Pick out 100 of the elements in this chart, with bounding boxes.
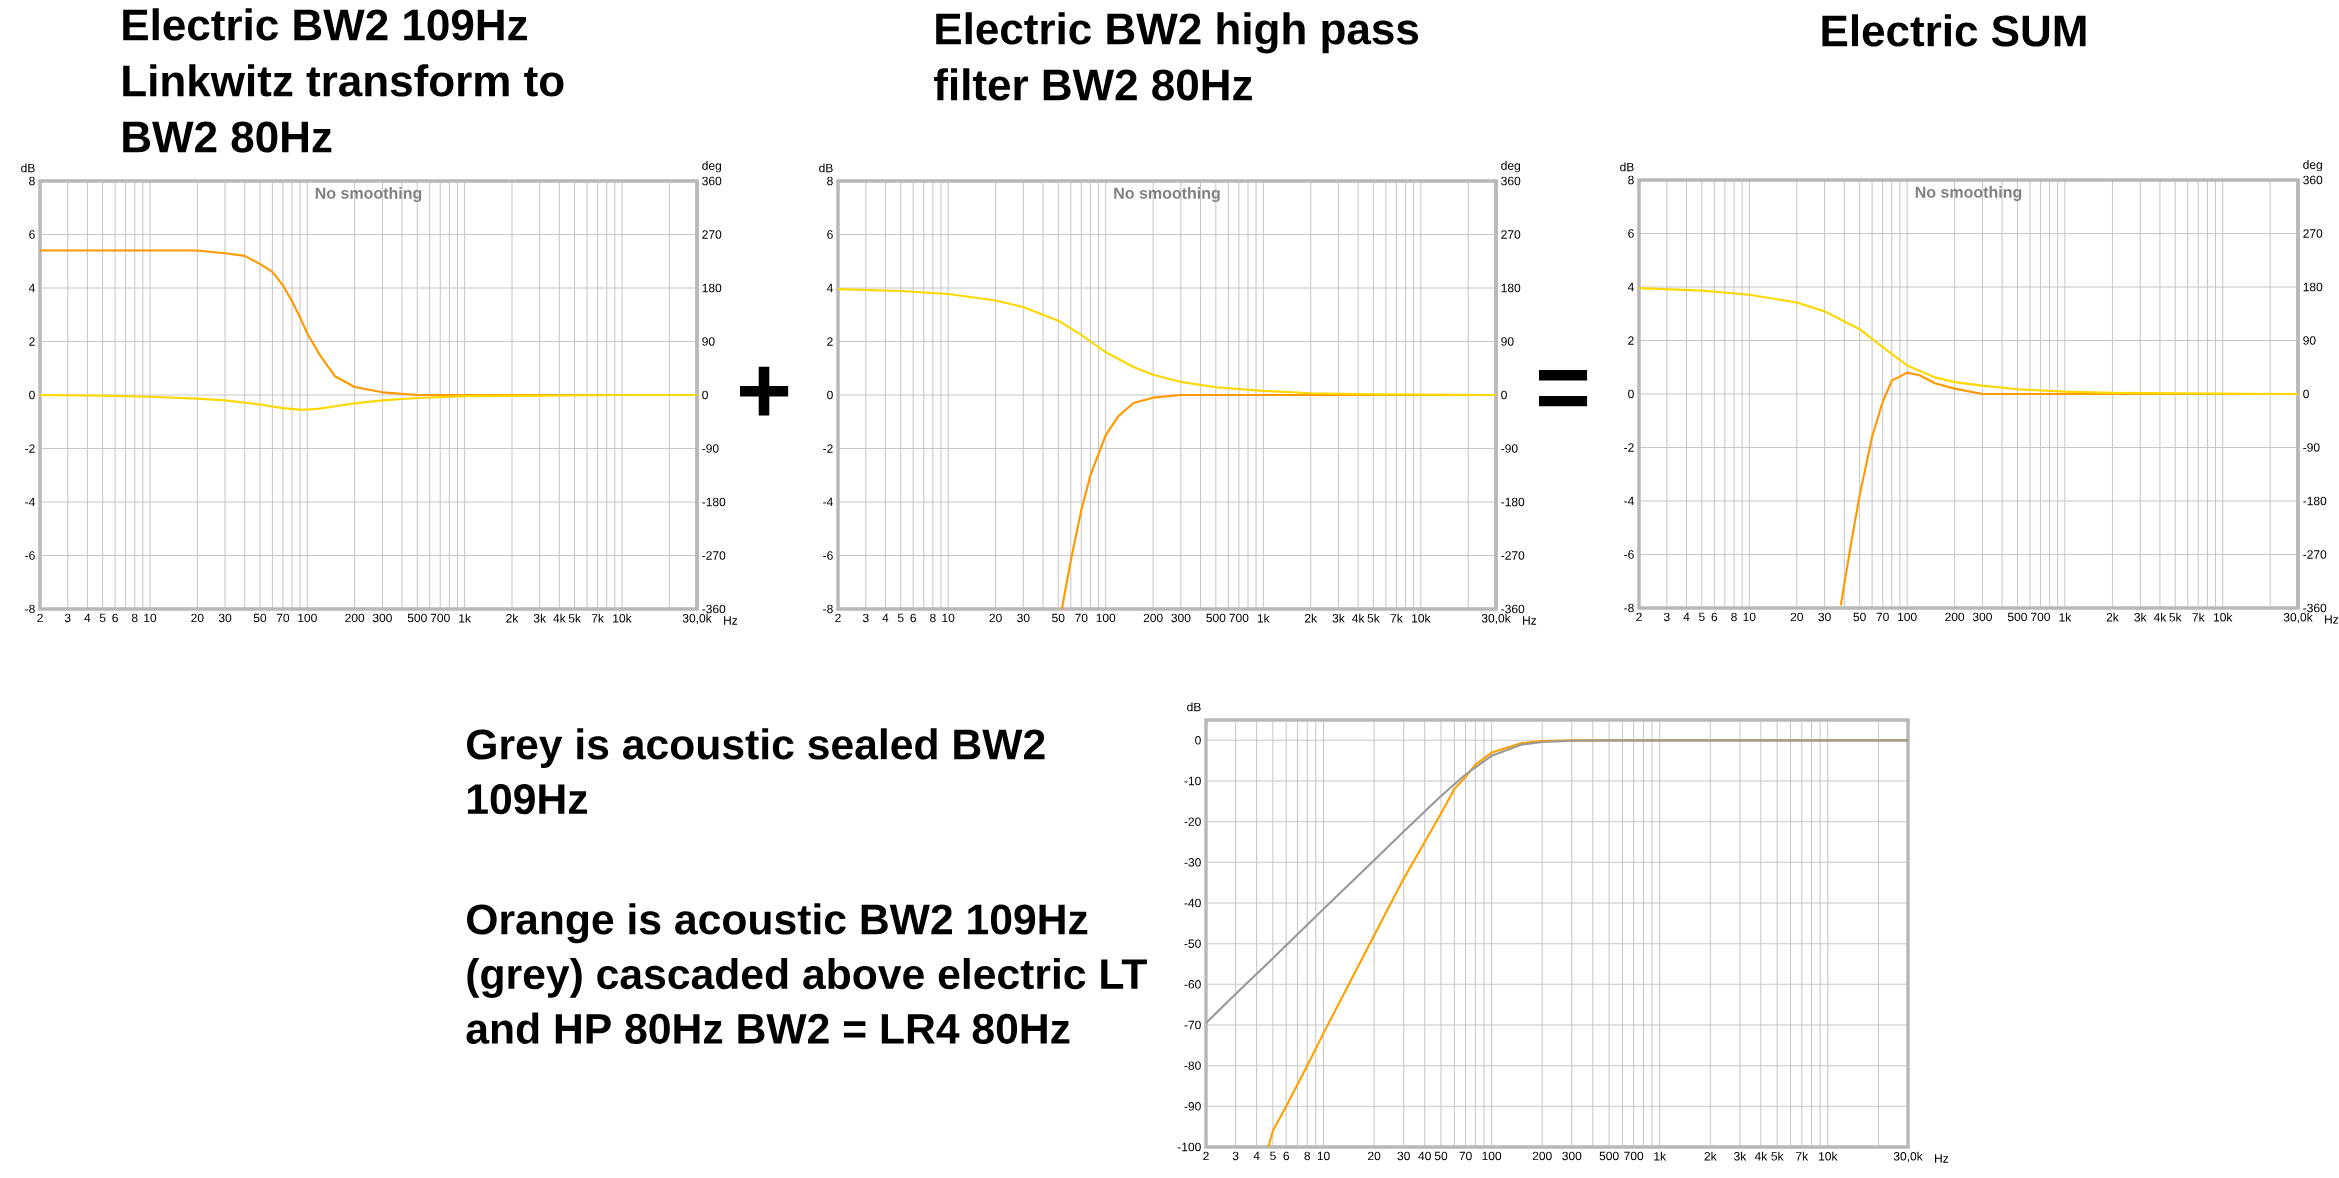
y-tick-label: 2 xyxy=(827,337,833,346)
y2-tick-label: 180 xyxy=(2303,282,2323,292)
y-tick-label: 6 xyxy=(29,230,35,239)
y2-tick-label: 360 xyxy=(2303,175,2323,185)
y2-tick-label: 0 xyxy=(2303,389,2309,399)
y-tick-label: -10 xyxy=(1184,776,1201,786)
y-tick-label: -20 xyxy=(1184,817,1201,826)
y-axis-title: dB xyxy=(1620,162,1634,172)
x-tick-label: 5k xyxy=(568,613,581,623)
x-tick-label: 700 xyxy=(2031,612,2051,622)
y2-tick-label: -360 xyxy=(702,604,726,614)
y-tick-label: -6 xyxy=(823,551,833,560)
y-tick-label: 4 xyxy=(826,283,833,293)
x-tick-label: 50 xyxy=(1853,612,1866,622)
x-tick-label: 7k xyxy=(1390,613,1403,623)
y-tick-label: -90 xyxy=(1184,1102,1201,1111)
x-tick-label: 50 xyxy=(1052,613,1065,623)
y-tick-label: 4 xyxy=(1627,282,1634,292)
y2-tick-label: 360 xyxy=(1501,176,1521,186)
x-tick-label: 3k xyxy=(1332,613,1345,623)
y2-tick-label: 180 xyxy=(702,283,722,293)
x-tick-label: 200 xyxy=(1143,613,1163,623)
x-tick-label: 5 xyxy=(99,613,106,623)
x-tick-label: 30 xyxy=(1017,613,1030,623)
x-tick-label: 4k xyxy=(553,613,566,623)
x-tick-label: 300 xyxy=(1972,612,1992,622)
text: Grey is acoustic sealed BW2 109Hz xyxy=(467,728,1045,815)
x-tick-label: 100 xyxy=(1898,612,1917,622)
y2-tick-label: -180 xyxy=(1501,497,1525,507)
x-tick-label: 70 xyxy=(1876,612,1889,622)
annotation: No smoothing xyxy=(1915,186,2022,202)
y-tick-label: 6 xyxy=(1628,229,1634,238)
annotation: No smoothing xyxy=(315,187,422,203)
y2-axis-title: deg xyxy=(702,161,721,173)
x-tick-label: 30,0k xyxy=(682,613,712,624)
x-tick-label: 2k xyxy=(1704,1151,1717,1161)
x-tick-label: 10k xyxy=(613,613,632,623)
x-tick-label: 40 xyxy=(1418,1151,1431,1161)
x-tick-label: 700 xyxy=(1624,1151,1644,1161)
x-tick-label: 6 xyxy=(1711,612,1718,622)
y-tick-label: 8 xyxy=(1628,175,1634,185)
x-tick-label: 500 xyxy=(1206,613,1226,623)
x-tick-label: 300 xyxy=(372,613,392,623)
x-tick-label: 20 xyxy=(989,613,1002,623)
x-tick-label: 8 xyxy=(1304,1151,1311,1161)
y2-tick-label: -360 xyxy=(1501,604,1525,614)
x-tick-label: 3 xyxy=(862,613,869,623)
y2-tick-label: 0 xyxy=(1501,390,1507,400)
x-tick-label: 8 xyxy=(131,613,138,623)
x-tick-label: 500 xyxy=(2007,612,2027,622)
y2-axis-title: deg xyxy=(2303,160,2322,172)
y2-tick-label: -270 xyxy=(2303,550,2327,559)
y2-tick-label: -270 xyxy=(1501,551,1525,560)
x-axis-title: Hz xyxy=(2325,615,2339,624)
y-tick-label: -8 xyxy=(823,604,833,614)
x-tick-label: 8 xyxy=(1731,612,1737,622)
y-tick-label: -80 xyxy=(1184,1061,1201,1070)
x-tick-label: 3k xyxy=(1734,1151,1747,1161)
x-tick-label: 6 xyxy=(1283,1151,1290,1161)
y2-tick-label: 180 xyxy=(1501,283,1521,293)
x-tick-label: 200 xyxy=(1945,612,1965,622)
x-tick-label: 10k xyxy=(1412,613,1431,623)
x-tick-label: 4 xyxy=(1253,1151,1260,1160)
x-tick-label: 1k xyxy=(2059,612,2072,622)
x-tick-label: 10 xyxy=(1317,1151,1330,1161)
x-tick-label: 6 xyxy=(112,613,118,623)
x-tick-label: 100 xyxy=(1482,1151,1502,1161)
x-tick-label: 5 xyxy=(1698,612,1705,622)
y2-tick-label: 90 xyxy=(2303,336,2316,345)
x-tick-label: 50 xyxy=(253,613,267,623)
x-tick-label: 2 xyxy=(835,613,841,623)
x-tick-label: 10k xyxy=(2213,612,2233,622)
x-tick-label: 4 xyxy=(1683,612,1690,621)
y-tick-label: -6 xyxy=(25,551,35,560)
y-tick-label: 0 xyxy=(827,390,833,400)
x-tick-label: 30 xyxy=(1818,612,1831,622)
y2-tick-label: 90 xyxy=(1501,337,1514,346)
x-tick-label: 5k xyxy=(2169,612,2182,622)
x-tick-label: 2 xyxy=(1636,612,1642,622)
y-tick-label: -2 xyxy=(1624,443,1634,452)
x-tick-label: 3 xyxy=(64,613,71,623)
y2-tick-label: -90 xyxy=(702,444,719,453)
x-tick-label: 7k xyxy=(1796,1151,1809,1161)
y2-tick-label: 0 xyxy=(702,390,708,400)
x-tick-label: 200 xyxy=(345,613,365,623)
y-tick-label: -40 xyxy=(1184,898,1201,908)
y-tick-label: 0 xyxy=(1195,736,1201,745)
y-tick-label: -2 xyxy=(25,444,35,453)
x-axis-title: Hz xyxy=(724,616,738,625)
y-tick-label: -6 xyxy=(1624,550,1634,559)
x-tick-label: 30 xyxy=(218,613,232,623)
chart-title: Electric BW2 109Hz Linkwitz transform to BW2 80Hz xyxy=(123,8,564,153)
x-axis-title: Hz xyxy=(1523,616,1537,625)
x-tick-label: 4k xyxy=(1352,613,1365,623)
x-tick-label: 100 xyxy=(1096,613,1116,623)
x-tick-label: 5k xyxy=(1367,613,1380,623)
y-tick-label: -8 xyxy=(1624,603,1634,613)
x-tick-label: 3 xyxy=(1232,1151,1239,1161)
y-tick-label: -4 xyxy=(823,497,833,507)
y-axis-title: dB xyxy=(819,163,833,173)
